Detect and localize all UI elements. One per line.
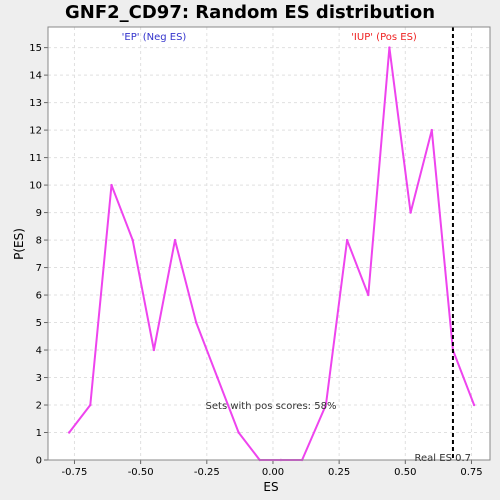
real-es-label: Real ES 0.7 xyxy=(415,453,471,464)
x-tick-label: 0.25 xyxy=(328,467,350,478)
y-tick-label: 15 xyxy=(29,43,42,54)
data-point xyxy=(174,239,176,241)
data-point xyxy=(367,294,369,296)
data-point xyxy=(153,349,155,351)
neg-es-label: 'EP' (Neg ES) xyxy=(122,32,187,43)
data-point xyxy=(388,46,390,48)
y-tick-label: 9 xyxy=(36,208,42,219)
data-point xyxy=(110,184,112,186)
data-point xyxy=(237,431,239,433)
y-tick-label: 8 xyxy=(36,236,42,247)
y-tick-label: 0 xyxy=(36,456,42,467)
data-point xyxy=(131,239,133,241)
x-tick-label: 0.75 xyxy=(460,467,482,478)
data-point xyxy=(431,129,433,131)
y-tick-label: 13 xyxy=(29,98,42,109)
y-axis-label: P(ES) xyxy=(12,228,26,260)
x-tick-label: -0.50 xyxy=(128,467,154,478)
y-tick-label: 6 xyxy=(36,291,42,302)
x-tick-label: -0.75 xyxy=(62,467,88,478)
data-point xyxy=(216,376,218,378)
y-tick-label: 1 xyxy=(36,428,42,439)
data-point xyxy=(89,404,91,406)
x-tick-label: -0.25 xyxy=(194,467,220,478)
chart-title: GNF2_CD97: Random ES distribution xyxy=(65,2,435,23)
plot-area xyxy=(48,27,490,460)
y-tick-label: 5 xyxy=(36,318,42,329)
data-point xyxy=(473,404,475,406)
x-tick-label: 0.00 xyxy=(262,467,284,478)
y-tick-label: 3 xyxy=(36,373,42,384)
y-tick-label: 2 xyxy=(36,401,42,412)
data-point xyxy=(346,239,348,241)
y-tick-label: 7 xyxy=(36,263,42,274)
y-tick-label: 10 xyxy=(29,181,42,192)
x-axis-label: ES xyxy=(263,480,278,494)
pos-scores-label: Sets with pos scores: 58% xyxy=(206,401,337,412)
y-tick-label: 12 xyxy=(29,126,42,137)
data-point xyxy=(68,431,70,433)
y-tick-label: 4 xyxy=(36,346,42,357)
data-point xyxy=(409,211,411,213)
pos-es-label: 'IUP' (Pos ES) xyxy=(351,32,417,43)
y-tick-label: 14 xyxy=(29,71,42,82)
y-tick-label: 11 xyxy=(29,153,42,164)
x-tick-label: 0.50 xyxy=(394,467,416,478)
data-point xyxy=(195,321,197,323)
